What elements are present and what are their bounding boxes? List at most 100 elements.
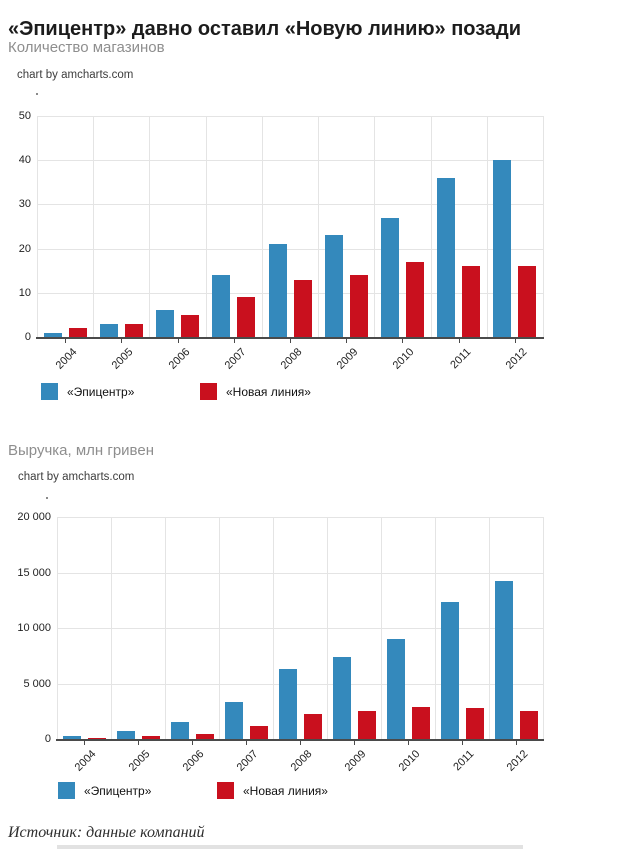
x-axis-tick: [177, 339, 179, 343]
credit-dot-artifact: [36, 93, 38, 95]
amcharts-credit-link[interactable]: chart by amcharts.com: [17, 69, 134, 81]
bar-novaya-liniya-2006[interactable]: [181, 315, 200, 337]
vertical-gridline: [261, 116, 263, 337]
bar-novaya-liniya-2009[interactable]: [357, 711, 376, 739]
bar-epicentr-2004[interactable]: [62, 736, 81, 739]
x-axis-year-label: 2009: [334, 346, 361, 372]
bar-epicentr-2008[interactable]: [268, 244, 287, 337]
legend-swatch-novaya-liniya: [217, 782, 234, 799]
vertical-gridline: [205, 116, 207, 337]
x-axis-tick: [462, 741, 463, 745]
legend-swatch-novaya-liniya: [200, 383, 217, 400]
bar-epicentr-2011[interactable]: [440, 602, 459, 739]
bar-epicentr-2004[interactable]: [43, 333, 62, 337]
legend-label-novaya-liniya: «Новая линия»: [243, 783, 328, 798]
vertical-gridline: [37, 116, 38, 337]
page-title: «Эпицентр» давно оставил «Новую линию» п…: [8, 18, 522, 41]
horizontal-gridline: [57, 517, 543, 518]
x-axis-tick: [84, 741, 85, 745]
vertical-gridline: [93, 116, 95, 337]
horizontal-gridline: [57, 683, 543, 685]
x-axis-tick: [458, 339, 460, 343]
x-axis-tick: [346, 339, 348, 343]
x-axis-year-label: 2012: [504, 748, 531, 774]
x-axis-year-label: 2006: [180, 748, 207, 774]
horizontal-gridline: [37, 116, 543, 117]
x-axis-tick: [246, 741, 247, 745]
bar-novaya-liniya-2007[interactable]: [237, 297, 256, 337]
horizontal-gridline: [57, 572, 543, 574]
legend-item-novaya-liniya[interactable]: «Новая линия»: [200, 383, 311, 400]
bar-novaya-liniya-2007[interactable]: [249, 726, 268, 739]
y-axis-tick-label: 20: [18, 242, 31, 255]
amcharts-credit-link[interactable]: chart by amcharts.com: [18, 471, 135, 483]
x-axis-year-label: 2010: [391, 346, 417, 372]
bar-novaya-liniya-2011[interactable]: [462, 266, 481, 337]
bottom-divider: [57, 845, 523, 849]
bar-epicentr-2010[interactable]: [386, 639, 405, 739]
bar-novaya-liniya-2010[interactable]: [411, 707, 430, 739]
vertical-gridline: [374, 116, 376, 337]
bar-epicentr-2009[interactable]: [324, 235, 343, 337]
x-axis-tick: [408, 741, 409, 745]
credit-dot-artifact: [46, 497, 48, 499]
source-note: Источник: данные компаний: [8, 824, 205, 841]
vertical-gridline: [543, 517, 544, 739]
bar-novaya-liniya-2004[interactable]: [68, 328, 87, 337]
bar-epicentr-2012[interactable]: [493, 160, 512, 337]
vertical-gridline: [486, 116, 488, 337]
x-axis-year-label: 2010: [396, 748, 423, 774]
bar-epicentr-2007[interactable]: [212, 275, 231, 337]
bar-epicentr-2005[interactable]: [99, 324, 118, 337]
x-axis-tick: [121, 339, 123, 343]
x-axis-tick: [514, 339, 516, 343]
bar-epicentr-2010[interactable]: [380, 218, 399, 337]
horizontal-gridline: [37, 204, 543, 206]
bar-epicentr-2012[interactable]: [494, 581, 513, 739]
legend-item-novaya-liniya[interactable]: «Новая линия»: [217, 782, 328, 799]
horizontal-gridline: [37, 160, 543, 162]
y-axis-tick-label: 50: [18, 110, 31, 122]
legend-label-epicentr: «Эпицентр»: [84, 783, 152, 798]
x-axis-year-label: 2011: [447, 346, 474, 372]
bar-novaya-liniya-2011[interactable]: [465, 708, 484, 739]
bar-novaya-liniya-2008[interactable]: [293, 280, 312, 337]
x-axis-year-label: 2006: [166, 346, 193, 372]
bar-novaya-liniya-2009[interactable]: [349, 275, 368, 337]
bar-epicentr-2009[interactable]: [332, 657, 351, 739]
y-axis-tick-label: 0: [44, 733, 51, 745]
bar-epicentr-2005[interactable]: [116, 731, 135, 739]
legend-swatch-epicentr: [41, 383, 58, 400]
x-axis-tick: [300, 741, 301, 745]
bar-epicentr-2006[interactable]: [156, 310, 175, 337]
bar-novaya-liniya-2012[interactable]: [518, 266, 537, 337]
x-axis-tick: [354, 741, 355, 745]
vertical-gridline: [318, 116, 320, 337]
bar-epicentr-2006[interactable]: [170, 722, 189, 739]
bar-novaya-liniya-2012[interactable]: [519, 711, 538, 739]
legend-item-epicentr[interactable]: «Эпицентр»: [58, 782, 151, 799]
bar-novaya-liniya-2006[interactable]: [195, 734, 214, 739]
bar-novaya-liniya-2005[interactable]: [124, 324, 143, 337]
bar-novaya-liniya-2008[interactable]: [303, 714, 322, 739]
x-axis-tick: [233, 339, 235, 343]
legend-item-epicentr[interactable]: «Эпицентр»: [41, 383, 134, 400]
x-axis-tick: [290, 339, 291, 343]
legend-label-epicentr: «Эпицентр»: [67, 384, 135, 399]
legend-swatch-epicentr: [58, 782, 75, 799]
x-axis-tick: [65, 339, 67, 343]
bar-epicentr-2008[interactable]: [278, 669, 297, 739]
x-axis-line: [36, 337, 544, 339]
bar-novaya-liniya-2004[interactable]: [87, 738, 106, 739]
y-axis-tick-label: 20 000: [17, 511, 51, 523]
vertical-gridline: [543, 116, 544, 337]
chart1-section-title: Количество магазинов: [8, 39, 165, 56]
y-axis-tick-label: 10 000: [17, 622, 51, 634]
bar-novaya-liniya-2005[interactable]: [141, 736, 160, 739]
bar-epicentr-2007[interactable]: [224, 702, 243, 739]
x-axis-year-label: 2011: [451, 748, 477, 774]
horizontal-gridline: [37, 248, 543, 250]
bar-novaya-liniya-2010[interactable]: [405, 262, 424, 337]
bar-epicentr-2011[interactable]: [437, 178, 456, 337]
